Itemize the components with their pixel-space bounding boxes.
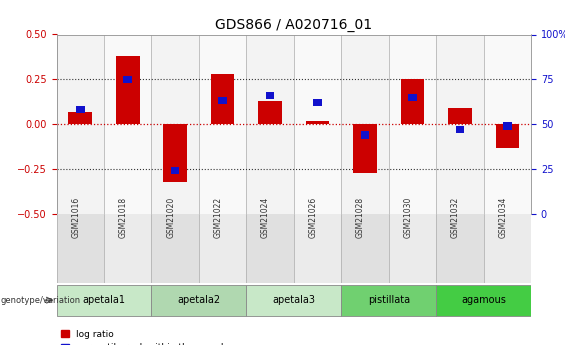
Bar [436,34,484,214]
Bar [503,122,512,130]
Bar [123,76,132,83]
Bar [401,79,424,124]
Title: GDS866 / A020716_01: GDS866 / A020716_01 [215,18,372,32]
Bar [360,131,370,139]
Text: GSM21018: GSM21018 [119,197,128,238]
Bar [436,285,531,316]
Bar [341,285,436,316]
Text: GSM21030: GSM21030 [403,197,412,238]
Legend: log ratio, percentile rank within the sample: log ratio, percentile rank within the sa… [61,329,229,345]
Text: GSM21032: GSM21032 [451,197,460,238]
Bar [68,112,92,124]
Bar [56,34,104,214]
Bar [151,214,199,283]
Bar [353,124,377,172]
Bar [455,126,464,133]
Bar [56,214,104,283]
Bar [341,34,389,214]
Bar [389,214,436,283]
Bar [163,124,187,181]
Bar [246,34,294,214]
Text: apetala3: apetala3 [272,295,315,305]
Bar [266,92,275,99]
Text: pistillata: pistillata [368,295,410,305]
Bar [76,106,85,114]
Bar [199,34,246,214]
Bar [199,214,246,283]
Text: GSM21016: GSM21016 [71,197,80,238]
Bar [104,34,151,214]
Bar [341,214,389,283]
Bar [246,285,341,316]
Text: GSM21028: GSM21028 [356,197,365,238]
Bar [496,124,519,148]
Bar [306,121,329,124]
Bar [116,56,140,124]
Text: apetala2: apetala2 [177,295,220,305]
Bar [56,285,151,316]
Bar [151,34,199,214]
Bar [313,99,322,106]
Bar [218,97,227,105]
Text: GSM21026: GSM21026 [308,197,318,238]
Bar [484,214,531,283]
Bar [484,34,531,214]
Bar [408,94,417,101]
Text: apetala1: apetala1 [82,295,125,305]
Bar [294,34,341,214]
Bar [171,167,180,175]
Bar [436,214,484,283]
Bar [104,214,151,283]
Text: GSM21034: GSM21034 [498,197,507,238]
Bar [258,101,282,124]
Bar [389,34,436,214]
Text: genotype/variation: genotype/variation [1,296,81,305]
Bar [294,214,341,283]
Bar [151,285,246,316]
Bar [448,108,472,124]
Bar [246,214,294,283]
Bar [211,74,234,124]
Text: agamous: agamous [461,295,506,305]
Text: GSM21020: GSM21020 [166,197,175,238]
Text: GSM21022: GSM21022 [214,197,223,238]
Text: GSM21024: GSM21024 [261,197,270,238]
